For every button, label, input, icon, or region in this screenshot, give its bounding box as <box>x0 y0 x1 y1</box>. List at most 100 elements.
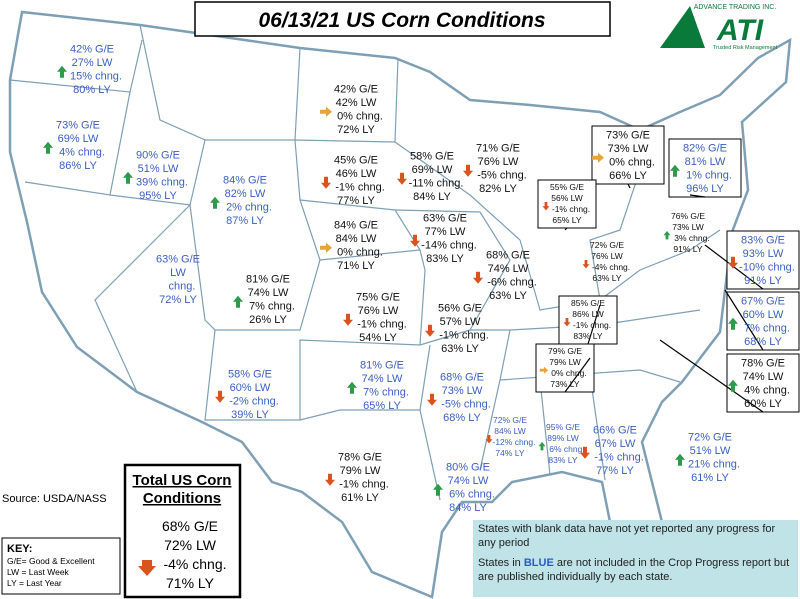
state-line: 21% chng. <box>688 459 740 471</box>
state-line: 63% G/E <box>423 213 467 225</box>
change-arrow <box>343 313 353 326</box>
state-line: 71% G/E <box>476 143 520 155</box>
state-label: 45% G/E46% LW -1% chng.77% LY <box>321 155 385 207</box>
state-line: 96% LY <box>686 183 724 195</box>
logo-mark: ATI <box>716 14 764 47</box>
state-line: 74% LW <box>448 475 489 487</box>
state-line: 74% LW <box>248 287 289 299</box>
title: 06/13/21 US Corn Conditions <box>258 9 545 32</box>
state-label: 80% G/E74% LW 6% chng.84% LY <box>433 462 495 514</box>
state-line: 73% G/E <box>56 120 100 132</box>
state-line: 60% LW <box>743 309 784 321</box>
change-arrow <box>592 152 604 163</box>
state-line: 82% LW <box>225 188 266 200</box>
state-line: 79% G/E <box>548 346 582 356</box>
leader-line <box>587 304 601 345</box>
state-label: 81% G/E74% LW 7% chng.26% LY <box>233 274 295 326</box>
change-arrow <box>675 453 685 466</box>
state-line: 72% LY <box>159 294 197 306</box>
state-line: 69% LW <box>58 133 99 145</box>
state-label: 79% G/E79% LW0% chng.73% LY <box>535 343 595 393</box>
state-line: 73% LW <box>608 143 649 155</box>
state-line: 58% G/E <box>410 151 454 163</box>
state-line: 76% LW <box>358 305 399 317</box>
state-line: -1% chng. <box>357 319 407 331</box>
state-line: 91% LY <box>673 244 702 254</box>
state-label: 67% G/E60% LW 7% chng.68% LY <box>724 289 800 351</box>
state-line: 46% LW <box>336 168 377 180</box>
total-heading: Total US Corn <box>133 472 232 489</box>
state-line: 42% G/E <box>70 44 114 56</box>
state-line: 83% LY <box>548 455 577 465</box>
state-label: 56% G/E57% LW -1% chng.63% LY <box>425 303 489 355</box>
state-label: 84% G/E82% LW 2% chng.87% LY <box>210 175 272 227</box>
note-blue: BLUE <box>523 557 554 569</box>
state-line: 86% LY <box>59 160 97 172</box>
change-arrow <box>542 202 550 211</box>
key-line: LW = Last Week <box>7 567 70 577</box>
change-arrow <box>320 242 332 253</box>
state-line: 85% G/E <box>571 298 605 308</box>
state-line: 6% chng. <box>549 444 584 454</box>
total-lw: 72% LW <box>164 537 217 553</box>
state-label: 66% G/E67% LW -1% chng.77% LY <box>580 425 644 477</box>
state-line: 63% LY <box>592 273 621 283</box>
state-line: 61% LY <box>341 492 379 504</box>
state-line: 68% LY <box>744 336 782 348</box>
note-box <box>473 520 798 597</box>
state-line: 54% LY <box>359 332 397 344</box>
state-line: 74% LY <box>495 448 524 458</box>
state-line: 83% G/E <box>741 235 785 247</box>
state-line: 63% LY <box>441 343 479 355</box>
state-line: 73% LY <box>550 379 579 389</box>
state-line: 76% LW <box>591 251 623 261</box>
state-line: 7% chng. <box>363 387 409 399</box>
state-line: 74% LW <box>362 373 403 385</box>
leader-line <box>724 289 764 351</box>
state-line: 77% LW <box>425 226 466 238</box>
state-line: 77% LY <box>337 195 375 207</box>
change-arrow <box>123 171 133 184</box>
state-line: 75% G/E <box>356 292 400 304</box>
change-arrow <box>215 390 225 403</box>
state-line: 51% LW <box>690 445 731 457</box>
state-line: 78% G/E <box>741 358 785 370</box>
state-line: 72% G/E <box>493 415 527 425</box>
key-line: LY = Last Year <box>7 578 62 588</box>
state-line: 0% chng. <box>337 111 383 123</box>
state-line: 56% LW <box>551 193 583 203</box>
state-line: 71% LY <box>337 260 375 272</box>
state-label: 55% G/E56% LW-1% chng.65% LY <box>537 179 597 231</box>
state-line: -12% chng. <box>493 437 536 447</box>
state-line: chng. <box>169 281 196 293</box>
state-line: 65% LY <box>363 400 401 412</box>
change-arrow <box>539 366 549 374</box>
state-label: 42% G/E42% LW 0% chng.72% LY <box>320 84 383 136</box>
state-line: 80% LY <box>73 84 111 96</box>
state-line: 57% LW <box>440 316 481 328</box>
change-arrow <box>473 271 483 284</box>
state-label: 83% G/E93% LW -10% chng.91% LY <box>704 230 800 290</box>
state-line: 56% G/E <box>438 303 482 315</box>
state-line: 76% LW <box>478 156 519 168</box>
change-arrow <box>325 473 335 486</box>
state-label: 82% G/E81% LW 1% chng.96% LY <box>668 138 742 198</box>
state-line: 95% G/E <box>546 422 580 432</box>
note-line: States with blank data have not yet repo… <box>478 523 776 549</box>
state-label: 71% G/E76% LW -5% chng.82% LY <box>463 143 527 195</box>
change-arrow <box>728 317 738 330</box>
state-line: 82% LY <box>479 183 517 195</box>
change-arrow <box>425 324 435 337</box>
note-part: States in <box>478 557 524 569</box>
state-line: -1% chng. <box>552 204 590 214</box>
total-heading: Conditions <box>143 490 221 507</box>
state-box <box>537 179 597 229</box>
change-arrow <box>427 393 437 406</box>
state-label: 78% G/E79% LW -1% chng.61% LY <box>325 452 389 504</box>
state-line: 1% chng. <box>686 170 732 182</box>
state-line: 84% G/E <box>334 220 378 232</box>
state-line: -5% chng. <box>477 170 527 182</box>
state-line: -1% chng. <box>335 182 385 194</box>
state-line: 77% LY <box>596 465 634 477</box>
